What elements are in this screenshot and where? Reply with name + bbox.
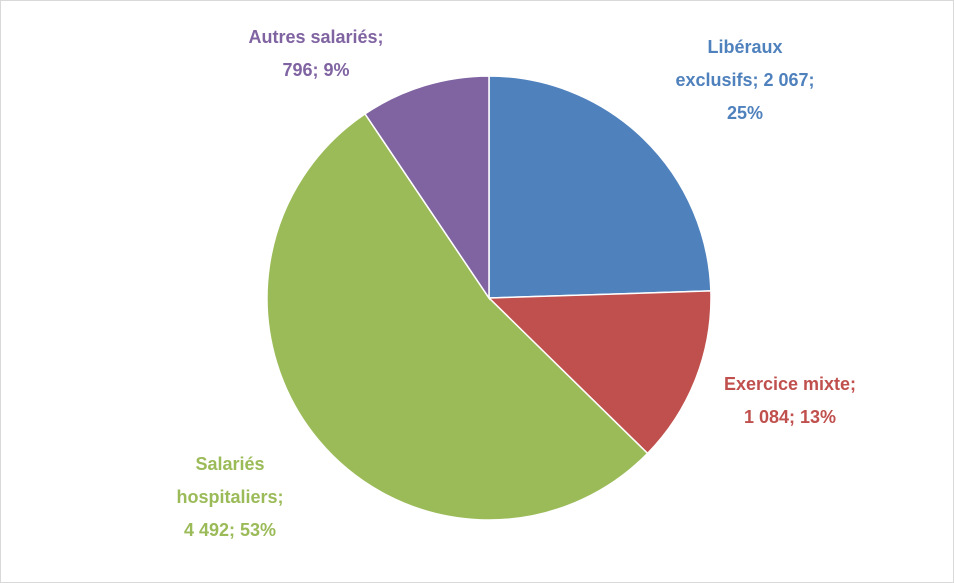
data-label: hospitaliers; <box>176 487 283 507</box>
data-label: 1 084; 13% <box>744 407 836 427</box>
pie-slice <box>488 75 712 299</box>
data-label: 4 492; 53% <box>184 520 276 540</box>
pie-slice <box>487 290 712 455</box>
data-label: Salariés <box>195 454 264 474</box>
data-label: exclusifs; 2 067; <box>675 70 814 90</box>
data-label: Exercice mixte; <box>724 374 856 394</box>
data-label: 25% <box>727 103 763 123</box>
pie-slice <box>266 112 649 521</box>
data-label: Autres salariés; <box>248 27 383 47</box>
data-label: 796; 9% <box>282 60 349 80</box>
data-label: Libéraux <box>707 37 782 57</box>
pie-slice <box>363 75 490 301</box>
